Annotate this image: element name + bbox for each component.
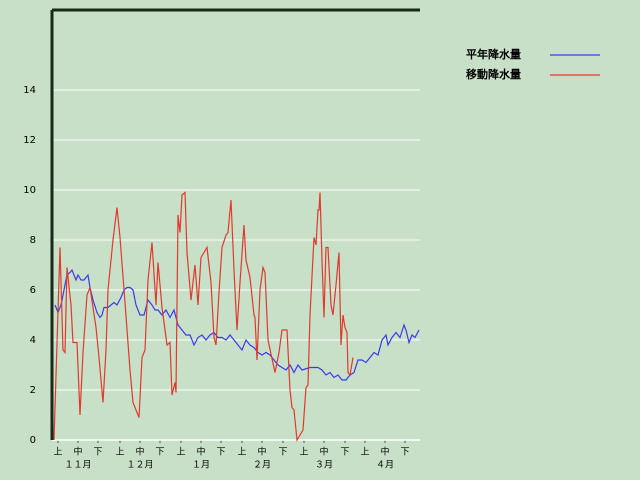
x-tick-label: 下: [93, 448, 102, 458]
y-tick-label: 4: [30, 335, 36, 346]
x-tick-label: 中: [135, 446, 144, 458]
x-tick-label: 中: [257, 446, 266, 458]
x-tick-label: 下: [400, 448, 409, 458]
y-tick-label: 14: [23, 85, 36, 96]
x-tick-label: 下: [155, 448, 164, 458]
y-tick-label: 12: [23, 135, 36, 146]
x-tick-label: 中: [196, 446, 205, 458]
x-tick-label: 上: [237, 447, 246, 458]
x-tick-label: 上: [115, 447, 124, 458]
y-tick-label: 2: [30, 385, 36, 396]
month-label: １２月: [126, 460, 153, 471]
x-tick-label: 下: [278, 448, 287, 458]
y-tick-label: 6: [30, 285, 36, 296]
x-tick-label: 中: [73, 446, 82, 458]
series-line: [53, 191, 354, 442]
x-tick-label: 下: [340, 448, 349, 458]
y-tick-label: 10: [23, 185, 36, 196]
x-tick-label: 上: [53, 447, 62, 458]
month-label: ３月: [315, 460, 333, 471]
x-tick-label: 中: [319, 446, 328, 458]
x-tick-label: 上: [176, 447, 185, 458]
legend-label: 移動降水量: [466, 67, 521, 81]
legend-label: 平年降水量: [466, 47, 521, 61]
x-tick-label: 上: [299, 447, 308, 458]
x-tick-label: 中: [380, 446, 389, 458]
y-tick-label: 0: [30, 435, 36, 446]
month-label: １１月: [64, 460, 91, 471]
month-label: ２月: [253, 460, 271, 471]
month-label: １月: [192, 460, 210, 471]
x-tick-label: 上: [360, 447, 369, 458]
month-label: ４月: [376, 460, 394, 471]
y-tick-label: 8: [30, 235, 36, 246]
series-line: [54, 268, 420, 381]
x-tick-label: 下: [216, 448, 225, 458]
